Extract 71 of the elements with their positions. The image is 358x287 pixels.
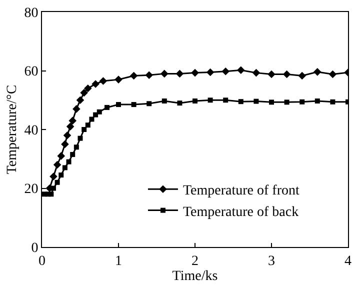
y-tick-label: 80 bbox=[24, 6, 38, 21]
point bbox=[70, 152, 76, 157]
point bbox=[85, 122, 90, 128]
point bbox=[63, 131, 72, 140]
point bbox=[131, 102, 136, 108]
point bbox=[160, 70, 168, 78]
point bbox=[53, 160, 62, 169]
point bbox=[162, 98, 167, 104]
point bbox=[208, 98, 213, 103]
point bbox=[328, 70, 337, 78]
point bbox=[191, 68, 199, 77]
point bbox=[50, 172, 58, 180]
point bbox=[206, 68, 214, 76]
x-tick-label: 4 bbox=[344, 254, 352, 269]
point bbox=[314, 98, 320, 104]
point bbox=[222, 67, 230, 76]
point bbox=[80, 88, 88, 97]
point bbox=[66, 122, 74, 130]
point bbox=[223, 98, 228, 103]
point bbox=[284, 100, 290, 105]
point bbox=[130, 72, 138, 80]
point bbox=[78, 136, 83, 141]
point bbox=[61, 140, 69, 148]
point bbox=[74, 144, 79, 150]
point bbox=[66, 159, 72, 164]
y-tick-label: 60 bbox=[24, 64, 38, 80]
point bbox=[54, 180, 60, 185]
point bbox=[238, 99, 244, 104]
point bbox=[84, 84, 92, 92]
point bbox=[93, 112, 98, 118]
point bbox=[92, 80, 100, 88]
point bbox=[282, 70, 291, 78]
point bbox=[237, 66, 245, 74]
point bbox=[116, 102, 121, 108]
y-tick-label: 20 bbox=[24, 182, 38, 198]
point bbox=[48, 192, 54, 197]
point bbox=[268, 70, 276, 78]
x-tick-label: 3 bbox=[268, 254, 275, 269]
point bbox=[300, 99, 305, 104]
point bbox=[145, 71, 153, 80]
point bbox=[72, 105, 80, 113]
point bbox=[176, 70, 184, 78]
point bbox=[96, 109, 102, 114]
point bbox=[76, 96, 84, 104]
y-axis-title: Temperature/°C bbox=[4, 84, 20, 174]
legend-label: Temperature of front bbox=[182, 184, 300, 199]
point bbox=[62, 165, 68, 170]
x-tick-label: 2 bbox=[192, 254, 198, 269]
point bbox=[269, 100, 274, 105]
point bbox=[254, 98, 259, 104]
y-tick-label: 40 bbox=[24, 123, 38, 138]
point bbox=[252, 68, 260, 77]
point bbox=[57, 152, 66, 160]
point bbox=[114, 76, 122, 84]
point bbox=[146, 101, 152, 106]
y-tick-label: 0 bbox=[31, 240, 38, 256]
point bbox=[50, 186, 56, 191]
point bbox=[192, 98, 198, 104]
point bbox=[177, 100, 182, 106]
x-axis-title: Time/ks bbox=[172, 269, 218, 284]
point bbox=[58, 172, 64, 178]
point bbox=[82, 127, 87, 132]
point bbox=[89, 116, 94, 122]
point bbox=[314, 68, 322, 76]
point bbox=[104, 104, 110, 110]
point bbox=[298, 72, 306, 80]
point bbox=[99, 77, 108, 85]
x-tick-label: 1 bbox=[115, 254, 122, 269]
point bbox=[68, 116, 76, 125]
legend-label: Temperature of back bbox=[182, 204, 299, 220]
point bbox=[330, 99, 336, 104]
